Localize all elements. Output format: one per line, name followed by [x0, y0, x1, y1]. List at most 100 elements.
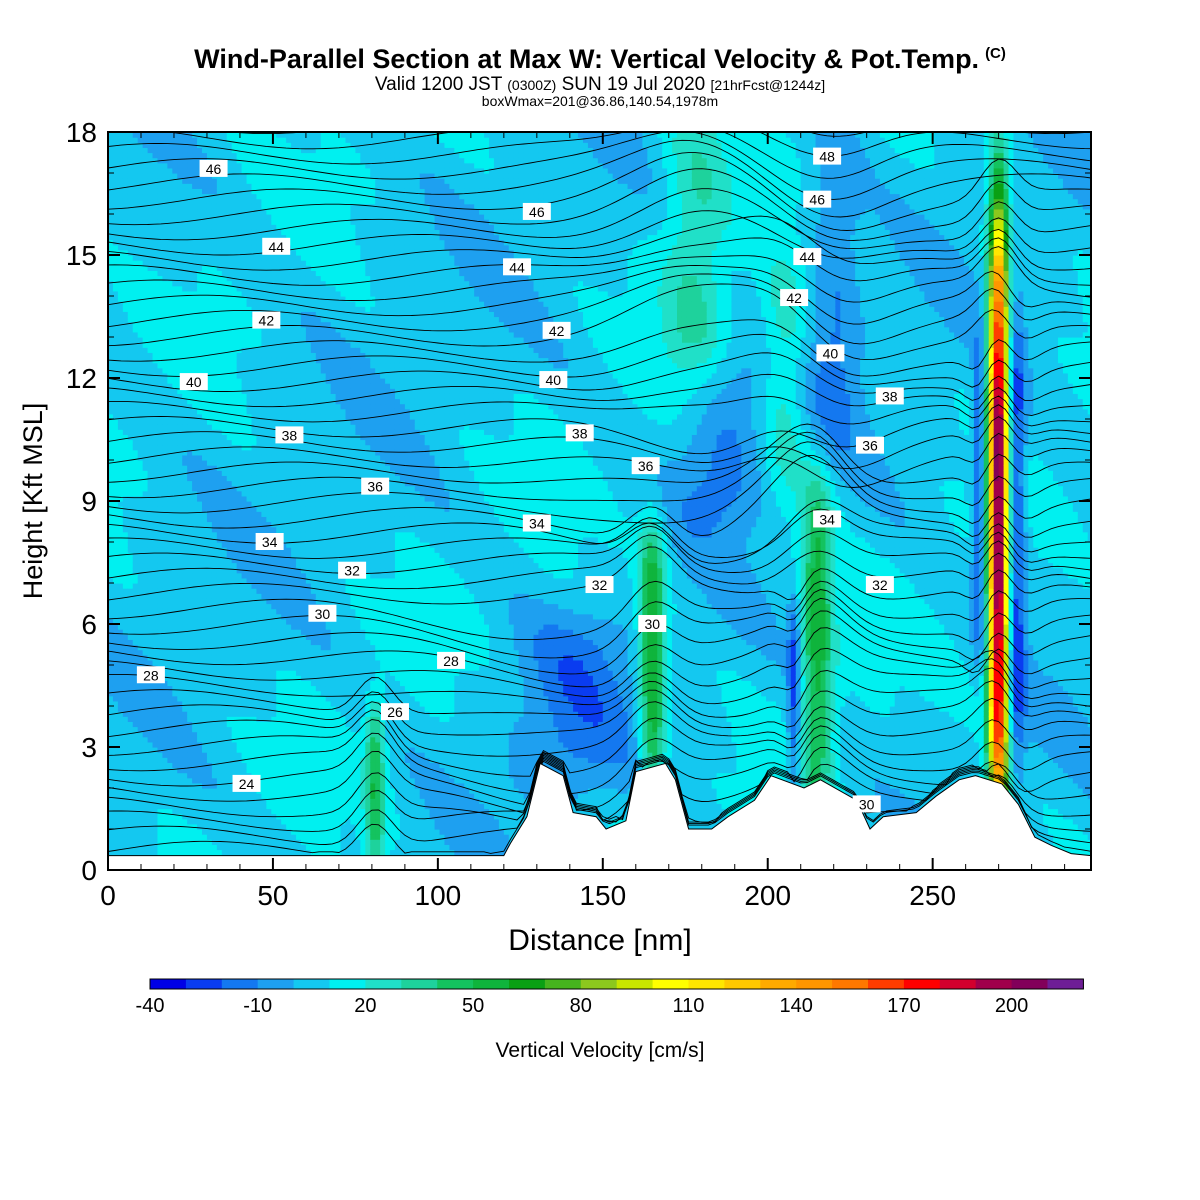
- velocity-cell: [113, 173, 119, 179]
- velocity-cell: [157, 460, 163, 466]
- velocity-cell: [143, 511, 149, 517]
- velocity-cell: [157, 701, 163, 707]
- velocity-cell: [118, 655, 124, 661]
- velocity-cell: [138, 834, 144, 840]
- velocity-cell: [148, 624, 154, 630]
- velocity-cell: [143, 393, 149, 399]
- velocity-cell: [113, 486, 119, 492]
- velocity-cell: [133, 173, 139, 179]
- velocity-cell: [118, 757, 124, 763]
- velocity-cell: [113, 645, 119, 651]
- velocity-cell: [148, 163, 154, 169]
- velocity-cell: [157, 168, 163, 174]
- velocity-cell: [123, 224, 129, 230]
- velocity-cell: [128, 393, 134, 399]
- velocity-cell: [162, 327, 168, 333]
- velocity-cell: [123, 706, 129, 712]
- velocity-cell: [113, 424, 119, 430]
- velocity-cell: [118, 557, 124, 563]
- velocity-cell: [128, 460, 134, 466]
- velocity-cell: [162, 311, 168, 317]
- velocity-cell: [113, 732, 119, 738]
- velocity-cell: [138, 368, 144, 374]
- velocity-cell: [143, 147, 149, 153]
- velocity-cell: [157, 194, 163, 200]
- velocity-cell: [148, 732, 154, 738]
- velocity-cell: [143, 163, 149, 169]
- velocity-cell: [123, 276, 129, 282]
- velocity-cell: [148, 383, 154, 389]
- velocity-cell: [148, 486, 154, 492]
- velocity-cell: [113, 465, 119, 471]
- velocity-cell: [157, 281, 163, 287]
- velocity-cell: [123, 578, 129, 584]
- velocity-cell: [162, 322, 168, 328]
- velocity-cell: [148, 378, 154, 384]
- velocity-cell: [153, 424, 159, 430]
- velocity-cell: [113, 363, 119, 369]
- velocity-cell: [157, 516, 163, 522]
- velocity-cell: [143, 399, 149, 405]
- velocity-cell: [153, 604, 159, 610]
- velocity-cell: [148, 224, 154, 230]
- velocity-cell: [148, 578, 154, 584]
- velocity-cell: [143, 235, 149, 241]
- velocity-cell: [113, 199, 119, 205]
- velocity-cell: [128, 516, 134, 522]
- velocity-cell: [143, 634, 149, 640]
- velocity-cell: [128, 547, 134, 553]
- velocity-cell: [157, 742, 163, 748]
- velocity-cell: [113, 153, 119, 159]
- velocity-cell: [118, 194, 124, 200]
- velocity-cell: [133, 542, 139, 548]
- velocity-cell: [133, 752, 139, 758]
- velocity-cell: [133, 578, 139, 584]
- velocity-cell: [157, 762, 163, 768]
- velocity-cell: [143, 188, 149, 194]
- velocity-cell: [118, 727, 124, 733]
- velocity-cell: [123, 834, 129, 840]
- velocity-cell: [162, 481, 168, 487]
- velocity-cell: [143, 604, 149, 610]
- velocity-cell: [148, 711, 154, 717]
- velocity-cell: [162, 291, 168, 297]
- velocity-cell: [128, 573, 134, 579]
- velocity-cell: [162, 168, 168, 174]
- velocity-cell: [143, 721, 149, 727]
- velocity-cell: [118, 245, 124, 251]
- velocity-cell: [123, 209, 129, 215]
- velocity-cell: [133, 240, 139, 246]
- velocity-cell: [157, 311, 163, 317]
- velocity-cell: [123, 588, 129, 594]
- velocity-cell: [162, 214, 168, 220]
- velocity-cell: [123, 255, 129, 261]
- velocity-cell: [148, 481, 154, 487]
- velocity-cell: [138, 486, 144, 492]
- velocity-cell: [167, 839, 173, 845]
- velocity-cell: [123, 296, 129, 302]
- velocity-cell: [153, 183, 159, 189]
- velocity-cell: [143, 250, 149, 256]
- velocity-cell: [123, 639, 129, 645]
- velocity-cell: [153, 147, 159, 153]
- velocity-cell: [133, 604, 139, 610]
- velocity-cell: [133, 337, 139, 343]
- velocity-cell: [153, 711, 159, 717]
- velocity-cell: [128, 378, 134, 384]
- velocity-cell: [118, 450, 124, 456]
- velocity-cell: [143, 153, 149, 159]
- velocity-cell: [113, 429, 119, 435]
- velocity-cell: [118, 214, 124, 220]
- velocity-cell: [153, 716, 159, 722]
- velocity-cell: [128, 542, 134, 548]
- velocity-cell: [162, 798, 168, 804]
- velocity-cell: [143, 440, 149, 446]
- velocity-cell: [157, 270, 163, 276]
- velocity-cell: [143, 691, 149, 697]
- velocity-cell: [148, 788, 154, 794]
- velocity-cell: [162, 240, 168, 246]
- velocity-cell: [153, 158, 159, 164]
- velocity-cell: [157, 686, 163, 692]
- velocity-cell: [118, 598, 124, 604]
- velocity-cell: [148, 660, 154, 666]
